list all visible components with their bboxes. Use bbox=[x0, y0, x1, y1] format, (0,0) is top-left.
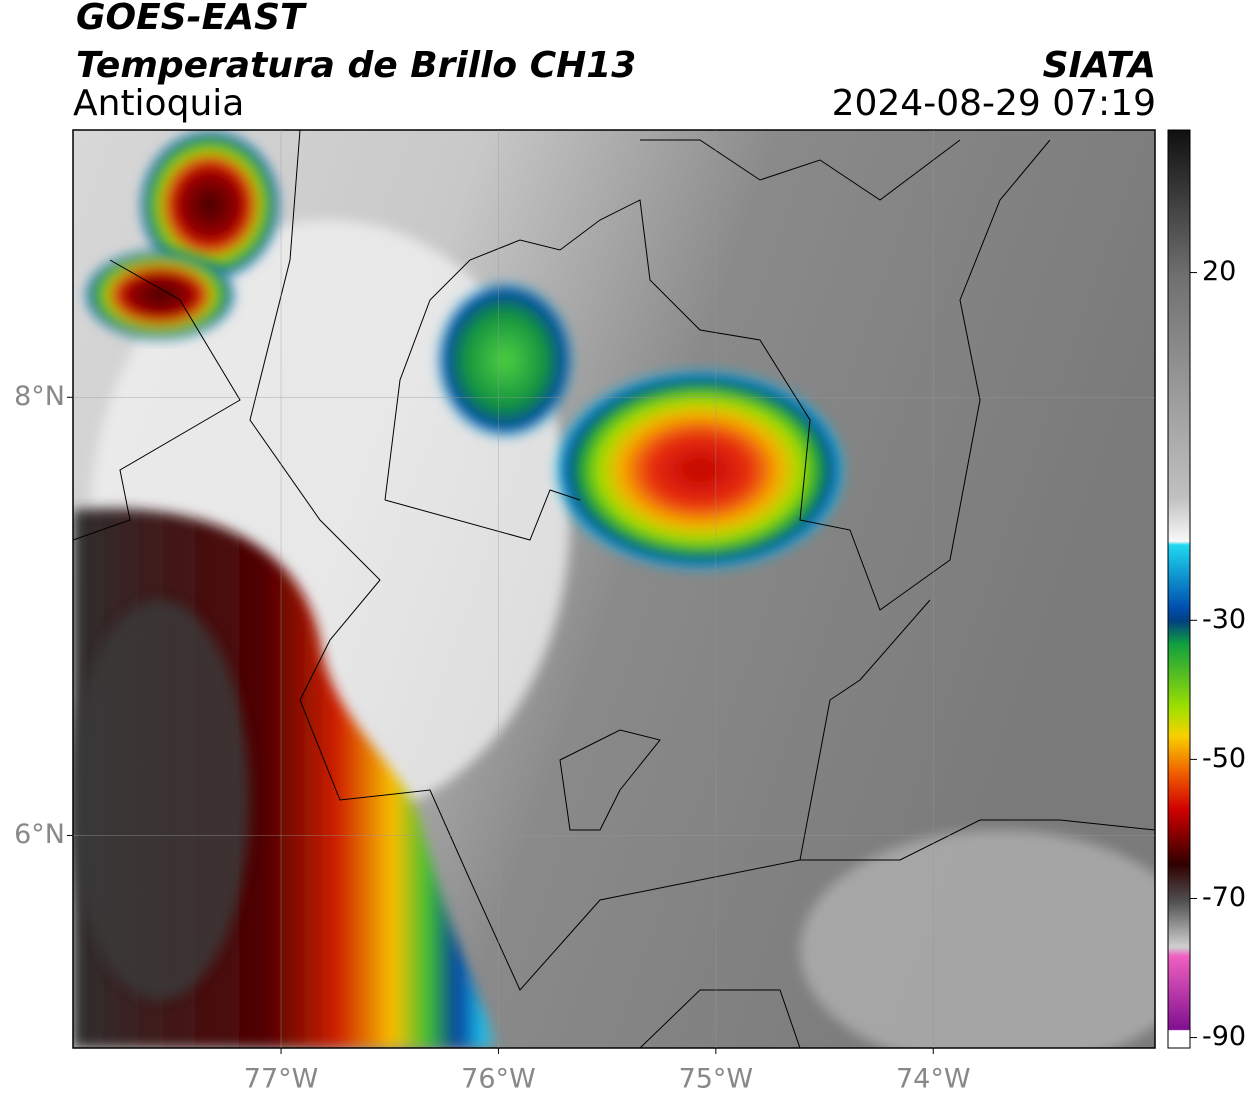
y-tick-label: 6°N bbox=[14, 819, 65, 850]
x-tick-label: 75°W bbox=[679, 1064, 754, 1095]
y-tick-label: 8°N bbox=[14, 381, 65, 412]
source: SIATA bbox=[1042, 45, 1156, 86]
region: Antioquia bbox=[73, 83, 245, 124]
colorbar-label: -50 bbox=[1202, 743, 1246, 774]
colorbar bbox=[1167, 129, 1191, 1049]
colorbar-label: -90 bbox=[1202, 1021, 1246, 1052]
colorbar-label: -70 bbox=[1202, 882, 1246, 913]
subtitle: Temperatura de Brillo CH13 bbox=[76, 45, 637, 86]
map-frame bbox=[72, 129, 1156, 1049]
title: GOES-EAST bbox=[76, 0, 305, 38]
colorbar-label: -30 bbox=[1202, 604, 1246, 635]
x-tick-label: 77°W bbox=[244, 1064, 319, 1095]
colorbar-label: 20 bbox=[1202, 256, 1236, 287]
map-image bbox=[73, 130, 1155, 1048]
datetime: 2024-08-29 07:19 bbox=[831, 83, 1156, 124]
x-tick-label: 74°W bbox=[896, 1064, 971, 1095]
x-tick-label: 76°W bbox=[461, 1064, 536, 1095]
